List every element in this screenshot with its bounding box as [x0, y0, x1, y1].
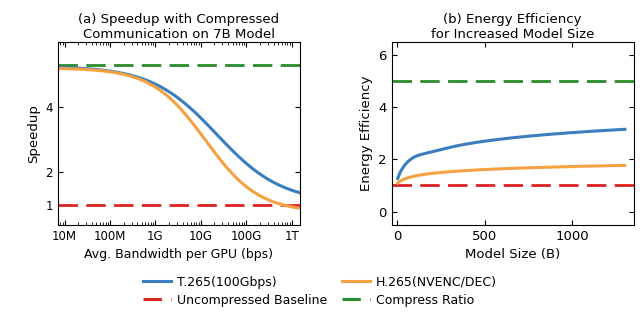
Y-axis label: Energy Efficiency: Energy Efficiency: [360, 75, 372, 191]
Title: (a) Speedup with Compressed
Communication on 7B Model: (a) Speedup with Compressed Communicatio…: [78, 13, 279, 40]
Title: (b) Energy Efficiency
for Increased Model Size: (b) Energy Efficiency for Increased Mode…: [431, 13, 595, 40]
X-axis label: Avg. Bandwidth per GPU (bps): Avg. Bandwidth per GPU (bps): [84, 248, 273, 261]
Legend: T.265(100Gbps), Uncompressed Baseline, H.265(NVENC/DEC), Compress Ratio: T.265(100Gbps), Uncompressed Baseline, H…: [138, 271, 502, 312]
Y-axis label: Speedup: Speedup: [27, 104, 40, 163]
X-axis label: Model Size (B): Model Size (B): [465, 248, 560, 261]
